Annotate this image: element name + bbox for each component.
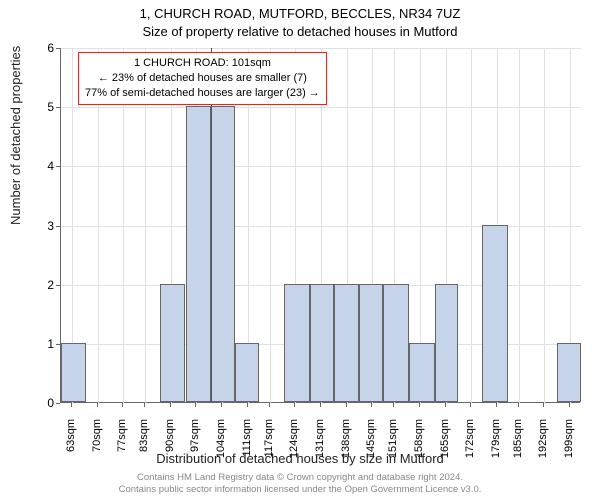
x-tick-mark [419,403,420,407]
x-tick-label: 63sqm [65,419,77,469]
annotation-line: 77% of semi-detached houses are larger (… [85,86,320,101]
gridline-vertical [519,48,520,403]
x-tick-label: 111sqm [241,419,253,469]
annotation-line: 1 CHURCH ROAD: 101sqm [85,56,320,71]
x-tick-mark [71,403,72,407]
y-tick-mark [56,285,60,286]
x-tick-label: 124sqm [288,419,300,469]
y-tick-mark [56,48,60,49]
x-tick-mark [170,403,171,407]
gridline-vertical [544,48,545,403]
x-tick-label: 172sqm [464,419,476,469]
histogram-bar [334,284,360,402]
y-tick-label: 2 [38,278,54,292]
x-tick-label: 83sqm [138,419,150,469]
chart-title-subtitle: Size of property relative to detached ho… [0,24,600,39]
y-tick-mark [56,166,60,167]
histogram-bar [61,343,86,402]
x-tick-label: 97sqm [189,419,201,469]
x-tick-label: 117sqm [263,419,275,469]
histogram-bar [359,284,383,402]
footer-line-1: Contains HM Land Registry data © Crown c… [0,472,600,484]
x-tick-mark [144,403,145,407]
histogram-bar [160,284,186,402]
histogram-bar [235,343,259,402]
x-tick-label: 145sqm [365,419,377,469]
footer-line-2: Contains public sector information licen… [0,484,600,496]
x-tick-mark [195,403,196,407]
x-tick-label: 199sqm [563,419,575,469]
x-tick-label: 185sqm [512,419,524,469]
y-tick-mark [56,403,60,404]
x-tick-mark [346,403,347,407]
histogram-bar [284,284,310,402]
x-tick-mark [371,403,372,407]
histogram-bar [186,106,212,402]
histogram-bar [409,343,435,402]
x-tick-mark [470,403,471,407]
x-tick-label: 165sqm [439,419,451,469]
x-tick-label: 131sqm [314,419,326,469]
chart-title-address: 1, CHURCH ROAD, MUTFORD, BECCLES, NR34 7… [0,6,600,21]
y-tick-label: 6 [38,41,54,55]
histogram-bar [557,343,581,402]
y-tick-label: 4 [38,159,54,173]
histogram-bar [383,284,409,402]
x-tick-mark [393,403,394,407]
x-tick-mark [543,403,544,407]
x-tick-mark [269,403,270,407]
x-tick-mark [569,403,570,407]
histogram-bar [482,225,508,403]
x-tick-mark [496,403,497,407]
histogram-bar [310,284,334,402]
x-tick-label: 151sqm [387,419,399,469]
histogram-bar [211,106,235,402]
y-tick-label: 5 [38,100,54,114]
x-tick-label: 77sqm [116,419,128,469]
x-tick-mark [221,403,222,407]
x-tick-label: 192sqm [537,419,549,469]
x-tick-label: 158sqm [413,419,425,469]
y-tick-mark [56,344,60,345]
y-tick-label: 3 [38,219,54,233]
x-tick-label: 70sqm [91,419,103,469]
gridline-vertical [471,48,472,403]
x-tick-label: 90sqm [164,419,176,469]
x-tick-label: 138sqm [340,419,352,469]
y-tick-label: 1 [38,337,54,351]
x-tick-label: 179sqm [490,419,502,469]
x-tick-label: 104sqm [215,419,227,469]
x-tick-mark [97,403,98,407]
y-tick-mark [56,226,60,227]
x-tick-mark [320,403,321,407]
x-tick-mark [294,403,295,407]
x-tick-mark [445,403,446,407]
x-axis-label: Distribution of detached houses by size … [0,451,600,466]
x-tick-mark [122,403,123,407]
annotation-box: 1 CHURCH ROAD: 101sqm← 23% of detached h… [78,52,327,105]
y-tick-mark [56,107,60,108]
y-tick-label: 0 [38,396,54,410]
footer-attribution: Contains HM Land Registry data © Crown c… [0,472,600,496]
x-tick-mark [518,403,519,407]
histogram-bar [435,284,459,402]
annotation-line: ← 23% of detached houses are smaller (7) [85,71,320,86]
y-axis-label: Number of detached properties [8,46,23,225]
x-tick-mark [247,403,248,407]
